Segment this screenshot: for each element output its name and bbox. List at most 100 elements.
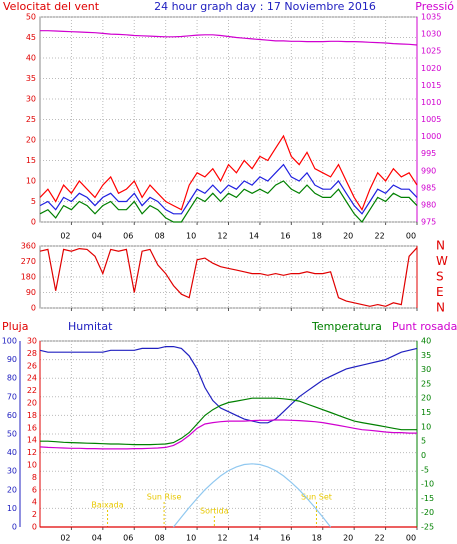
y-tick-label: 6 xyxy=(32,485,37,494)
y-tick-label: 10 xyxy=(26,177,36,186)
x-tick-label: 10 xyxy=(186,232,196,241)
y-tick-label: 24 xyxy=(27,374,37,383)
y-tick-label: -15 xyxy=(421,494,434,503)
y-tick-label: 22 xyxy=(27,386,37,395)
y-tick-label: 20 xyxy=(7,485,17,494)
series-line xyxy=(39,419,417,450)
y-tick-label: 2 xyxy=(32,510,37,519)
x-tick-label: 22 xyxy=(374,534,384,543)
y-tick-label: 30 xyxy=(421,365,431,374)
y-tick-label: 80 xyxy=(7,374,17,383)
x-tick-label: 14 xyxy=(249,534,259,543)
x-tick-label: 16 xyxy=(280,232,290,241)
y-tick-label: 35 xyxy=(421,351,431,360)
y-tick-label: 15 xyxy=(26,156,36,165)
y-tick-label: N xyxy=(436,239,445,253)
y-tick-label: 270 xyxy=(21,257,36,266)
y-tick-label: 1010 xyxy=(421,98,441,107)
y-tick-label: 0 xyxy=(12,523,17,532)
y-tick-label: -25 xyxy=(421,523,434,532)
y-tick-label: 980 xyxy=(421,200,436,209)
y-tick-label: 10 xyxy=(421,422,431,431)
y-tick-label: N xyxy=(436,301,445,315)
y-tick-label: 16 xyxy=(27,423,37,432)
legend-entry: Humitat xyxy=(68,320,113,333)
y-tick-label: 100 xyxy=(2,337,17,346)
y-tick-label: 1000 xyxy=(421,132,441,141)
y-tick-label: 25 xyxy=(421,379,431,388)
series-line xyxy=(40,30,418,46)
y-tick-label: 28 xyxy=(27,349,37,358)
y-tick-label: 975 xyxy=(421,218,436,227)
y-tick-label: 20 xyxy=(27,399,37,408)
y-tick-label: 360 xyxy=(21,242,36,251)
series-line xyxy=(39,346,418,424)
y-tick-label: 5 xyxy=(31,197,36,206)
y-tick-label: -5 xyxy=(421,465,429,474)
y-tick-label: 90 xyxy=(7,355,17,364)
x-tick-label: 20 xyxy=(343,534,353,543)
y-tick-label: W xyxy=(436,254,448,268)
y-tick-label: 0 xyxy=(421,451,426,460)
y-tick-label: 1005 xyxy=(421,115,441,124)
y-tick-label: 0 xyxy=(31,218,36,227)
y-tick-label: 25 xyxy=(26,115,36,124)
y-tick-label: 45 xyxy=(26,33,36,42)
x-tick-label: 22 xyxy=(374,232,384,241)
annotation: Sortida xyxy=(200,507,229,516)
legend-entry: Temperatura xyxy=(311,320,382,333)
x-tick-label: 02 xyxy=(60,232,70,241)
legend-entry: Punt rosada xyxy=(392,320,457,333)
series-line xyxy=(39,163,418,215)
series-line xyxy=(173,463,332,528)
y-tick-label: 1030 xyxy=(421,30,441,39)
y-tick-label: 30 xyxy=(27,337,37,346)
y-tick-label: 18 xyxy=(27,411,37,420)
y-tick-label: 20 xyxy=(421,394,431,403)
y-axis-label: Velocitat del vent xyxy=(3,0,100,13)
y-tick-label: 12 xyxy=(27,448,37,457)
annotation: Sun Rise xyxy=(147,493,182,502)
x-tick-label: 14 xyxy=(249,232,259,241)
x-tick-label: 06 xyxy=(123,534,133,543)
y-tick-label: 26 xyxy=(27,361,37,370)
x-tick-label: 16 xyxy=(280,534,290,543)
y-tick-label: 90 xyxy=(26,288,36,297)
y-tick-label: 30 xyxy=(26,95,36,104)
y-tick-label: 20 xyxy=(26,136,36,145)
y-tick-label: E xyxy=(436,285,444,299)
y-tick-label: 40 xyxy=(421,337,431,346)
chart-title: 24 hour graph day : 17 Noviembre 2016 xyxy=(154,0,376,13)
x-tick-label: 20 xyxy=(343,232,353,241)
x-tick-label: 04 xyxy=(92,534,102,543)
x-tick-label: 08 xyxy=(155,534,165,543)
y-tick-label: 0 xyxy=(31,304,36,313)
y-tick-label: 14 xyxy=(27,436,37,445)
series-line xyxy=(39,134,418,212)
x-tick-label: 12 xyxy=(217,232,227,241)
series-line xyxy=(40,397,417,446)
x-tick-label: 08 xyxy=(155,232,165,241)
annotation: Baixada xyxy=(91,501,123,510)
y-tick-label: 0 xyxy=(32,523,37,532)
y-tick-label: 40 xyxy=(26,54,36,63)
y-tick-label: 35 xyxy=(26,74,36,83)
series-line xyxy=(39,180,418,223)
y-tick-label: 1025 xyxy=(421,47,441,56)
y-tick-label: 10 xyxy=(27,461,37,470)
x-tick-label: 06 xyxy=(123,232,133,241)
x-tick-label: 12 xyxy=(217,534,227,543)
x-tick-label: 10 xyxy=(186,534,196,543)
x-tick-label: 00 xyxy=(406,232,416,241)
series-line xyxy=(39,247,418,307)
y-tick-label: -20 xyxy=(421,508,434,517)
x-tick-label: 00 xyxy=(406,534,416,543)
y-tick-label: 50 xyxy=(7,430,17,439)
annotation: Sun Set xyxy=(301,493,332,502)
y-tick-label: 50 xyxy=(26,13,36,22)
y-tick-label: S xyxy=(436,270,444,284)
x-tick-label: 04 xyxy=(92,232,102,241)
x-tick-label: 02 xyxy=(60,534,70,543)
legend-entry: Pluja xyxy=(2,320,28,333)
